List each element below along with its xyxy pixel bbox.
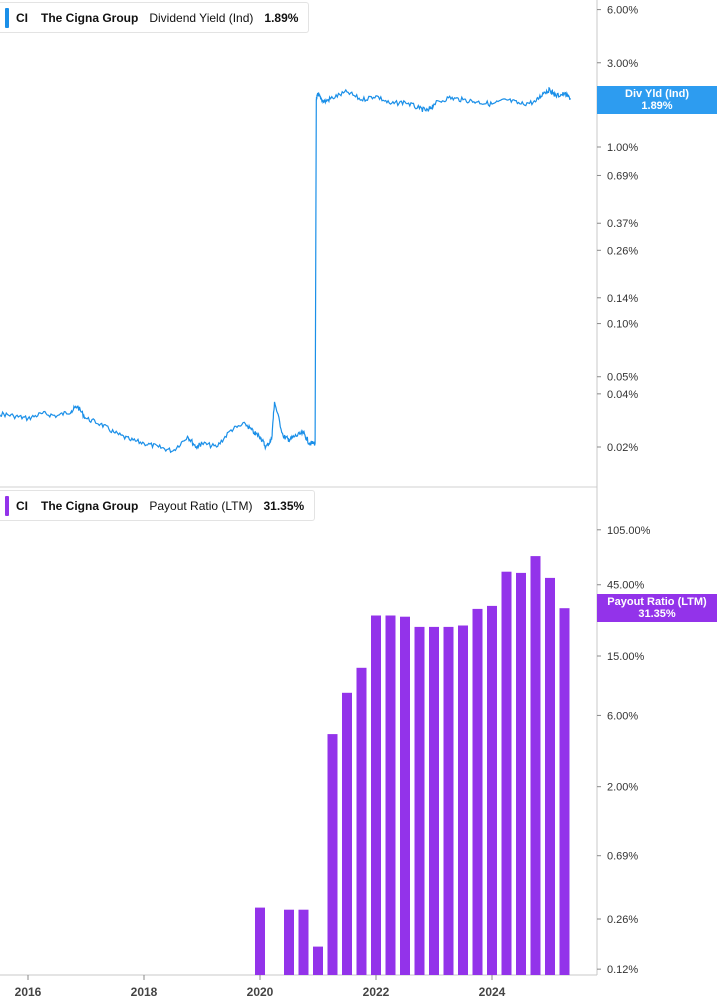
- x-tick-label: 2024: [479, 985, 506, 999]
- payout-ratio-y-tick-label: 0.26%: [607, 914, 638, 926]
- payout-ratio-bar: [284, 909, 294, 975]
- payout-ratio-bar: [487, 605, 497, 975]
- legend-company: The Cigna Group: [41, 10, 139, 25]
- dividend-yield-y-tick-label: 0.04%: [607, 389, 638, 401]
- payout-ratio-bar: [327, 734, 338, 975]
- dividend-yield-y-tick-label: 0.69%: [607, 170, 638, 182]
- dividend-yield-line: [0, 86, 571, 454]
- payout-ratio-bar: [429, 626, 439, 975]
- dividend-yield-plot: [0, 86, 571, 454]
- x-tick-label: 2018: [131, 985, 158, 999]
- tag-value: 31.35%: [638, 608, 676, 620]
- tag-label: Div Yld (Ind): [625, 88, 689, 100]
- dividend-yield-y-tick-label: 3.00%: [607, 58, 638, 70]
- payout-ratio-y-tick-label: 0.12%: [607, 964, 638, 976]
- x-tick-label: 2022: [363, 985, 390, 999]
- dividend-yield-y-tick-label: 0.26%: [607, 245, 638, 257]
- payout-ratio-y-tick-label: 105.00%: [607, 525, 651, 537]
- dividend-yield-tag: Div Yld (Ind) 1.89%: [597, 86, 717, 114]
- payout-ratio-bar: [371, 615, 381, 975]
- tag-label: Payout Ratio (LTM): [607, 596, 707, 608]
- legend-metric: Dividend Yield (Ind): [149, 10, 254, 25]
- legend-company: The Cigna Group: [41, 498, 139, 513]
- dividend-yield-y-tick-label: 6.00%: [607, 5, 638, 17]
- legend-metric: Payout Ratio (LTM): [149, 498, 253, 513]
- dividend-yield-legend: CI The Cigna Group Dividend Yield (Ind) …: [0, 2, 310, 33]
- payout-ratio-y-tick-label: 2.00%: [607, 782, 638, 794]
- x-tick-label: 2020: [247, 985, 274, 999]
- payout-ratio-bar: [342, 692, 352, 975]
- payout-ratio-bar: [443, 626, 454, 975]
- legend-ticker: CI: [16, 10, 28, 25]
- payout-ratio-y-tick-label: 0.69%: [607, 851, 638, 863]
- legend-ticker: CI: [16, 498, 28, 513]
- payout-ratio-bar: [501, 571, 512, 975]
- payout-ratio-bar: [414, 626, 425, 975]
- payout-ratio-bar: [516, 572, 526, 975]
- dividend-yield-y-tick-label: 0.02%: [607, 442, 638, 454]
- payout-ratio-legend: CI The Cigna Group Payout Ratio (LTM) 31…: [0, 490, 316, 521]
- payout-ratio-bar: [356, 667, 367, 975]
- payout-ratio-bar: [400, 616, 410, 975]
- dividend-yield-y-tick-label: 1.00%: [607, 142, 638, 154]
- payout-ratio-bar: [255, 907, 265, 975]
- payout-ratio-bar: [545, 577, 555, 975]
- payout-ratio-bar: [313, 946, 323, 975]
- payout-ratio-y-tick-label: 6.00%: [607, 710, 638, 722]
- x-tick-label: 2016: [15, 985, 42, 999]
- payout-ratio-bar: [298, 909, 309, 975]
- payout-ratio-bar: [559, 608, 570, 975]
- dividend-yield-y-tick-label: 0.05%: [607, 372, 638, 384]
- tag-value: 1.89%: [641, 100, 673, 112]
- payout-ratio-bar: [472, 608, 483, 975]
- payout-ratio-tag: Payout Ratio (LTM) 31.35%: [597, 594, 717, 622]
- dividend-yield-y-tick-label: 0.37%: [607, 218, 638, 230]
- payout-ratio-swatch: [5, 495, 9, 516]
- payout-ratio-bar: [530, 556, 541, 975]
- payout-ratio-bar: [385, 615, 396, 975]
- payout-ratio-bar: [458, 625, 468, 975]
- payout-ratio-y-tick-label: 15.00%: [607, 651, 645, 663]
- dividend-yield-y-tick-label: 0.14%: [607, 293, 638, 305]
- payout-ratio-y-tick-label: 45.00%: [607, 580, 645, 592]
- dividend-yield-y-tick-label: 0.10%: [607, 319, 638, 331]
- legend-value: 31.35%: [263, 498, 305, 513]
- legend-value: 1.89%: [264, 10, 299, 25]
- dividend-yield-swatch: [5, 7, 9, 28]
- payout-ratio-plot: [255, 556, 570, 975]
